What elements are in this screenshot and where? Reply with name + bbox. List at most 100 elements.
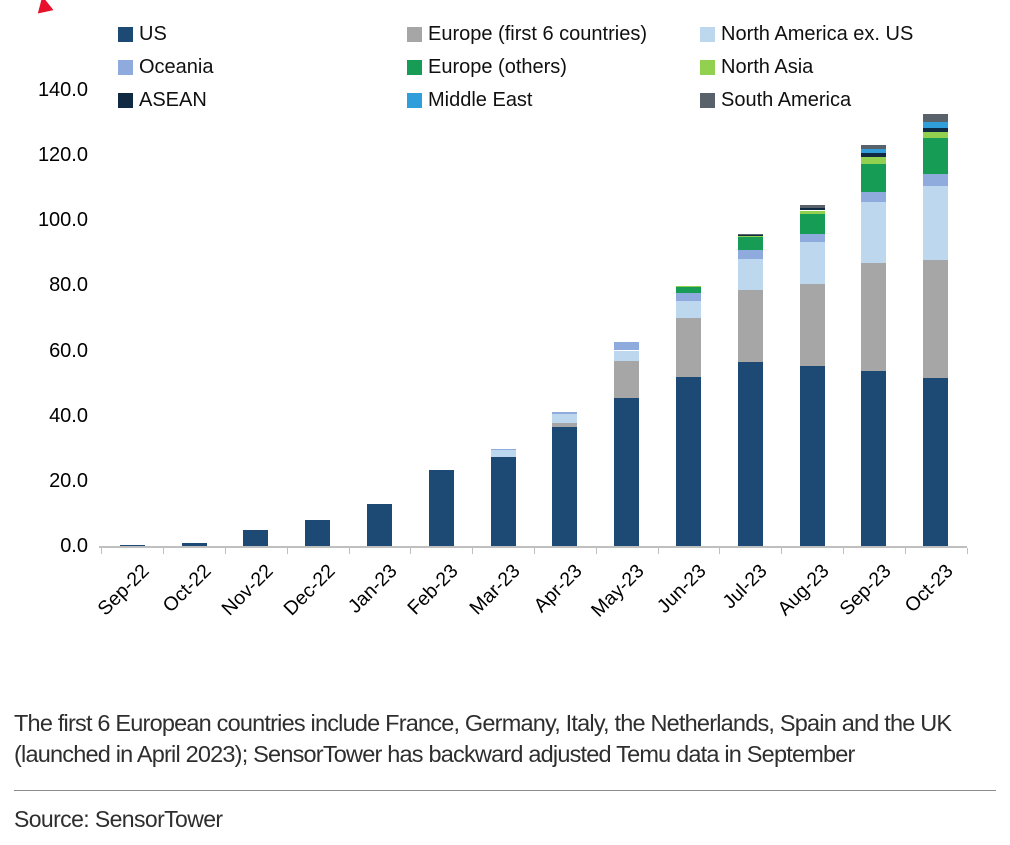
x-axis-tick [286, 548, 288, 554]
bar-segment-south-america-aug-23 [799, 204, 825, 208]
x-axis-tick [101, 548, 103, 554]
legend-label: ASEAN [139, 89, 207, 111]
y-axis-label-140.0: 140.0 [37, 79, 88, 101]
chart-footnote-line-2: (launched in April 2023); SensorTower ha… [14, 741, 855, 767]
bar-segment-north-america-ex-us-apr-23 [552, 414, 578, 423]
y-axis-label-120.0: 120.0 [37, 144, 88, 167]
bar-segment-us-jun-23 [676, 376, 701, 546]
bar-segment-us-nov-22 [243, 529, 269, 546]
bar-segment-europe-first-6-countries-jun-23 [676, 317, 701, 377]
y-axis-label-20.0: 20.0 [49, 469, 88, 492]
x-axis-tick [657, 548, 659, 554]
legend-item-south-america: South America [700, 89, 970, 112]
chart-legend: US Europe (first 6 countries) North Americ… [118, 18, 970, 117]
y-axis-label-80.0: 80.0 [49, 274, 88, 297]
middle-east-swatch-icon [407, 93, 422, 108]
x-axis-tick [225, 548, 226, 554]
oceania-swatch-icon [118, 60, 133, 75]
x-axis-tick [348, 548, 350, 554]
bar-segment-north-asia-sep-23 [861, 157, 887, 164]
x-axis-tick [781, 548, 783, 554]
legend-item-europe-first-6-countries: Europe (first 6 countries) [407, 23, 700, 46]
bar-segment-north-asia-oct-23 [923, 132, 949, 139]
bar-segment-europe-others-sep-23 [861, 163, 887, 192]
asean-swatch-icon [118, 93, 133, 108]
bar-segment-europe-first-6-countries-aug-23 [799, 283, 825, 366]
bar-segment-north-asia-jul-23 [737, 235, 763, 237]
legend-label: Europe (first 6 countries) [428, 23, 647, 45]
x-axis-tick [163, 548, 165, 554]
bar-segment-asean-jul-23 [737, 234, 763, 236]
bar-segment-oceania-sep-23 [861, 191, 887, 202]
y-axis-label-60.0: 60.0 [49, 339, 88, 362]
bar-segment-north-america-ex-us-jun-23 [676, 300, 701, 318]
red-logo-fragment-icon [34, 0, 54, 14]
legend-item-north-america-ex-us: North America ex. US [700, 23, 970, 46]
bar-segment-north-america-ex-us-mar-23 [490, 449, 516, 458]
bar-segment-oceania-jul-23 [737, 249, 763, 259]
legend-label: Oceania [139, 56, 214, 78]
bar-segment-us-dec-22 [305, 519, 331, 546]
bar-segment-north-america-ex-us-sep-23 [861, 202, 887, 263]
x-axis-tick [843, 548, 844, 554]
legend-item-north-asia: North Asia [700, 56, 970, 79]
bar-segment-north-america-ex-us-may-23 [614, 350, 640, 361]
bar-segment-north-asia-jun-23 [676, 285, 701, 287]
bar-segment-us-apr-23 [552, 426, 578, 546]
source-label: Source: SensorTower [14, 806, 223, 832]
x-axis-tick [904, 548, 906, 554]
us-swatch-icon [118, 27, 133, 42]
x-axis-tick [966, 548, 968, 554]
y-axis-label-40.0: 40.0 [49, 404, 88, 427]
chart-footnote-line-1: The first 6 European countries include F… [14, 710, 952, 736]
europe-others-swatch-icon [407, 60, 422, 75]
bar-segment-oceania-oct-23 [923, 174, 949, 187]
bar-segment-south-america-sep-23 [861, 145, 887, 150]
bar-segment-south-america-jul-23 [737, 234, 763, 235]
x-axis-tick [719, 548, 721, 554]
bar-segment-europe-first-6-countries-sep-23 [861, 263, 887, 372]
bar-segment-europe-others-jul-23 [737, 236, 763, 250]
x-axis-tick [534, 548, 535, 554]
bar-segment-middle-east-oct-23 [923, 121, 949, 129]
north-america-ex-us-swatch-icon [700, 27, 715, 42]
bar-segment-asean-sep-23 [861, 153, 887, 158]
bar-segment-asean-aug-23 [799, 207, 825, 211]
bar-segment-europe-others-jun-23 [676, 286, 701, 293]
legend-label: North America ex. US [721, 23, 914, 45]
bar-segment-north-america-ex-us-oct-23 [923, 186, 949, 260]
legend-label: North Asia [721, 56, 814, 78]
north-asia-swatch-icon [700, 60, 715, 75]
bar-segment-asean-oct-23 [923, 128, 949, 133]
legend-item-us: US [118, 23, 407, 46]
bar-segment-europe-first-6-countries-apr-23 [552, 422, 578, 427]
bar-segment-us-oct-23 [923, 377, 949, 546]
x-axis-tick [472, 548, 474, 554]
bar-segment-oceania-may-23 [614, 342, 640, 351]
legend-item-middle-east: Middle East [407, 89, 700, 112]
legend-label: Middle East [428, 89, 533, 111]
bar-segment-us-sep-23 [861, 371, 887, 546]
bar-segment-europe-first-6-countries-oct-23 [923, 260, 949, 378]
x-axis-tick [410, 548, 412, 554]
legend-label: US [139, 23, 167, 45]
europe-first-6-countries-swatch-icon [407, 27, 422, 42]
bar-segment-europe-first-6-countries-jul-23 [737, 290, 763, 362]
x-axis-line [99, 546, 967, 548]
legend-item-europe-others: Europe (others) [407, 56, 700, 79]
legend-label: Europe (others) [428, 56, 567, 78]
bar-segment-north-america-ex-us-jul-23 [737, 259, 763, 290]
legend-label: South America [721, 89, 852, 111]
bar-segment-north-america-ex-us-aug-23 [799, 241, 825, 284]
bar-segment-us-jul-23 [737, 362, 763, 546]
bar-segment-europe-others-oct-23 [923, 138, 949, 174]
bar-segment-us-aug-23 [799, 365, 825, 546]
bar-segment-us-may-23 [614, 398, 640, 546]
bar-segment-middle-east-sep-23 [861, 149, 887, 154]
y-axis-label-100.0: 100.0 [37, 209, 88, 232]
legend-item-oceania: Oceania [118, 56, 407, 79]
bar-segment-us-mar-23 [490, 457, 516, 546]
y-axis-label-0.0: 0.0 [60, 535, 88, 557]
bar-segment-oceania-mar-23 [490, 448, 516, 450]
